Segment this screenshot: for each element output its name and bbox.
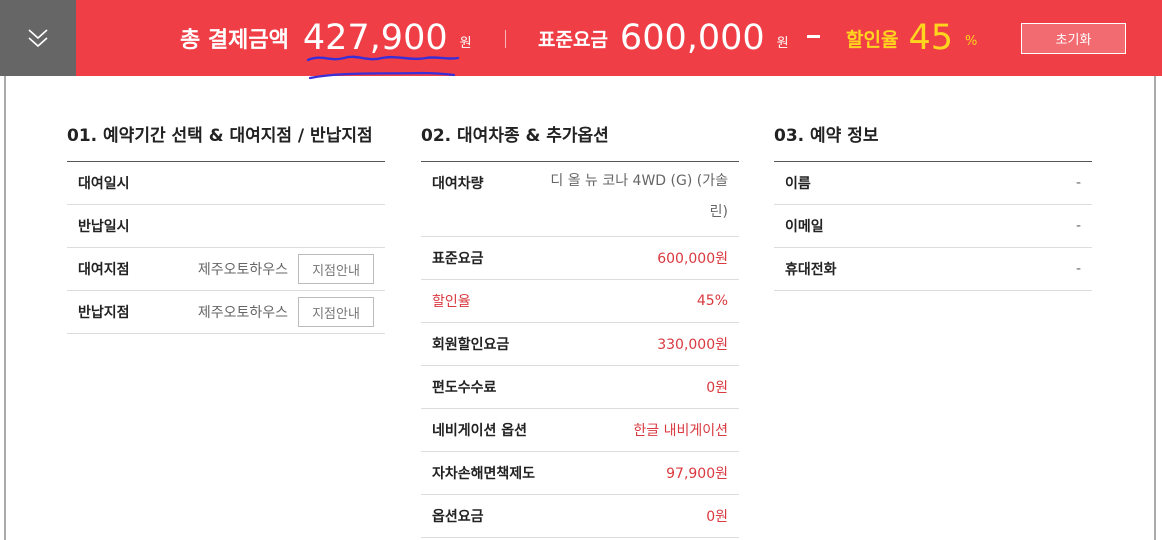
row-mobile-phone: 휴대전화 - — [774, 248, 1092, 291]
row-rental-car: 대여차량 디 올 뉴 코나 4WD (G) (가솔린) — [421, 162, 739, 237]
section-reservation-info: 03. 예약 정보 이름 - 이메일 - 휴대전화 - — [774, 121, 1092, 291]
discount-rate-unit: % — [965, 33, 978, 49]
section-period-branch: 01. 예약기간 선택 & 대여지점 / 반납지점 대여일시 반납일시 대여지점… — [67, 121, 385, 334]
chevron-double-down-icon — [28, 29, 48, 48]
row-label: 회원할인요금 — [432, 337, 510, 353]
summary-divider — [505, 30, 506, 48]
row-navigation-option: 네비게이션 옵션 한글 내비게이션 — [421, 409, 739, 452]
summary-bar: 총 결제금액 427,900 원 표준요금 600,000 원 할인율 45 %… — [0, 0, 1162, 76]
row-value: - — [1075, 218, 1081, 234]
standard-fee-group: 표준요금 600,000 원 — [538, 0, 789, 76]
row-standard-fee: 표준요금 600,000원 — [421, 237, 739, 280]
row-label: 표준요금 — [432, 251, 484, 267]
annotation-underline — [306, 55, 460, 80]
row-value: 제주오토하우스 — [197, 305, 288, 321]
row-label: 이름 — [785, 176, 811, 192]
reservation-panel — [4, 76, 1156, 540]
total-amount-group: 총 결제금액 427,900 원 — [180, 0, 472, 76]
collapse-toggle-button[interactable] — [0, 0, 76, 76]
section-car-options: 02. 대여차종 & 추가옵션 대여차량 디 올 뉴 코나 4WD (G) (가… — [421, 121, 739, 538]
row-value: - — [1075, 261, 1081, 277]
standard-fee-label: 표준요금 — [538, 28, 608, 51]
total-amount-label: 총 결제금액 — [180, 28, 289, 53]
branch-guide-button[interactable]: 지점안내 — [298, 254, 374, 284]
row-value: 한글 내비게이션 — [633, 423, 728, 439]
section1-title: 01. 예약기간 선택 & 대여지점 / 반납지점 — [67, 121, 385, 162]
row-label: 대여지점 — [78, 262, 130, 278]
row-value: 97,900원 — [666, 466, 728, 482]
section3-title: 03. 예약 정보 — [774, 121, 1092, 162]
row-label: 대여차량 — [432, 176, 484, 192]
row-value: 0원 — [706, 509, 728, 525]
row-value: 제주오토하우스 — [197, 262, 288, 278]
row-return-datetime: 반납일시 — [67, 205, 385, 248]
row-value: 600,000원 — [657, 251, 728, 267]
row-rental-datetime: 대여일시 — [67, 162, 385, 205]
row-return-branch: 반납지점 제주오토하우스 지점안내 — [67, 291, 385, 334]
row-name: 이름 - — [774, 162, 1092, 205]
row-label: 대여일시 — [78, 176, 130, 192]
row-label: 반납지점 — [78, 305, 130, 321]
discount-rate-group: 할인율 45 % — [846, 0, 977, 76]
discount-rate-value: 45 — [908, 18, 953, 58]
standard-fee-value: 600,000 — [619, 18, 765, 58]
standard-fee-unit: 원 — [776, 35, 789, 51]
row-one-way-fee: 편도수수료 0원 — [421, 366, 739, 409]
total-amount-unit: 원 — [459, 35, 472, 51]
row-cdw-insurance: 자차손해면책제도 97,900원 — [421, 452, 739, 495]
reset-button[interactable]: 초기화 — [1021, 23, 1126, 54]
branch-guide-button[interactable]: 지점안내 — [298, 297, 374, 327]
row-label: 네비게이션 옵션 — [432, 423, 528, 439]
row-value: 디 올 뉴 코나 4WD (G) (가솔린) — [550, 173, 728, 220]
row-label: 자차손해면책제도 — [432, 466, 536, 482]
row-value: - — [1075, 175, 1081, 191]
discount-rate-label: 할인율 — [846, 28, 899, 51]
row-label: 옵션요금 — [432, 509, 484, 525]
row-rental-branch: 대여지점 제주오토하우스 지점안내 — [67, 248, 385, 291]
total-amount-value: 427,900 — [302, 18, 448, 58]
row-discount-rate: 할인율 45% — [421, 280, 739, 323]
row-email: 이메일 - — [774, 205, 1092, 248]
row-label: 이메일 — [785, 219, 824, 235]
row-option-fee: 옵션요금 0원 — [421, 495, 739, 538]
row-value: 330,000원 — [657, 337, 728, 353]
row-value: 0원 — [706, 380, 728, 396]
summary-minus-sign — [807, 35, 820, 38]
row-label: 할인율 — [432, 294, 471, 310]
row-label: 반납일시 — [78, 219, 130, 235]
row-label: 휴대전화 — [785, 262, 837, 278]
row-member-discount-fee: 회원할인요금 330,000원 — [421, 323, 739, 366]
row-label: 편도수수료 — [432, 380, 497, 396]
section2-title: 02. 대여차종 & 추가옵션 — [421, 121, 739, 162]
row-value: 45% — [696, 293, 728, 309]
